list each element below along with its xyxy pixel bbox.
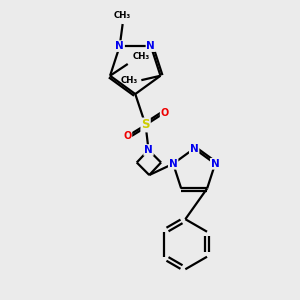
Text: N: N (115, 41, 124, 51)
Text: CH₃: CH₃ (121, 76, 138, 85)
Text: O: O (123, 131, 131, 141)
Text: CH₃: CH₃ (132, 52, 149, 61)
Text: N: N (190, 143, 199, 154)
Text: N: N (211, 159, 220, 169)
Text: N: N (146, 41, 155, 51)
Text: CH₃: CH₃ (114, 11, 131, 20)
Text: N: N (144, 145, 153, 155)
Text: N: N (169, 159, 178, 169)
Text: S: S (141, 118, 150, 131)
Text: O: O (160, 108, 169, 118)
